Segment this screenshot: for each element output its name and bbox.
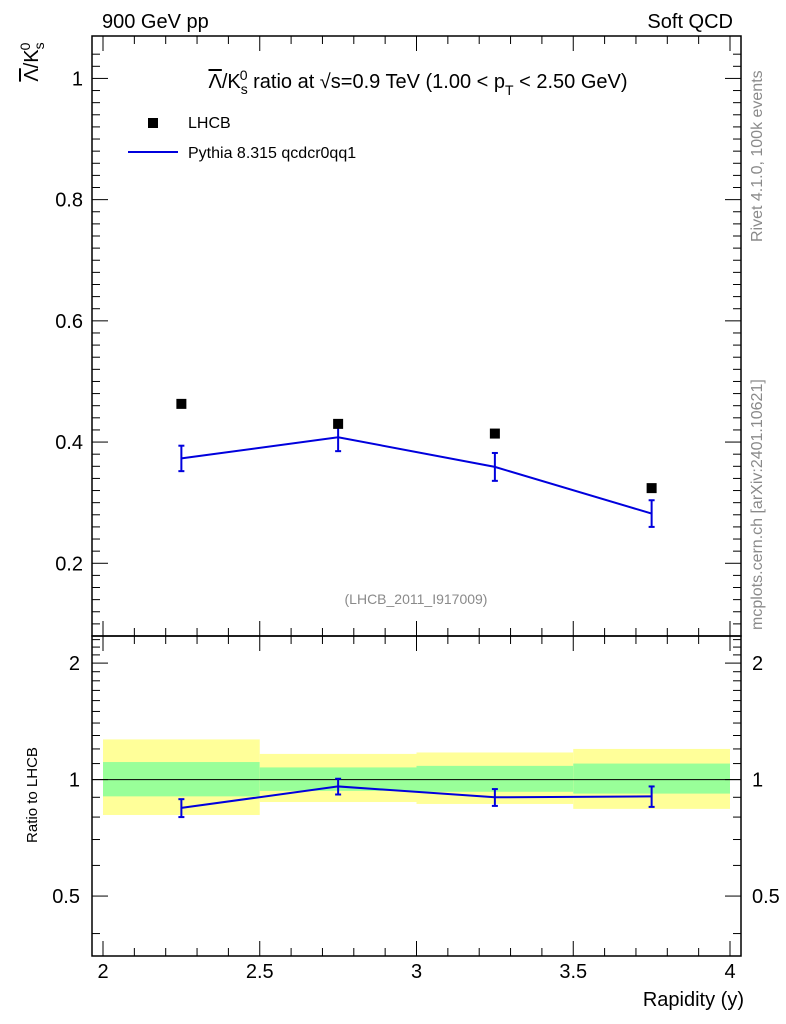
header-left: 900 GeV pp (102, 11, 209, 33)
ratio-y-tick-label-left: 0.5 (52, 886, 80, 908)
legend-mc-label: Pythia 8.315 qcdcr0qq1 (188, 145, 356, 162)
ratio-ylabel: Ratio to LHCB (24, 747, 41, 843)
legend-data-marker (148, 118, 158, 128)
site-label: mcplots.cern.ch [arXiv:2401.10621] (749, 379, 766, 630)
data-point (489, 428, 500, 439)
chart-title: Λ/Ks0 ratio at √s=0.9 TeV (1.00 < pT < 2… (208, 67, 627, 98)
data-point (646, 483, 657, 494)
ratio-y-tick-label-left: 2 (69, 653, 80, 675)
x-tick-label: 4 (724, 961, 735, 983)
y-tick-label: 0.4 (55, 432, 83, 454)
legend-data-label: LHCB (188, 115, 231, 132)
x-tick-label: 3 (411, 961, 422, 983)
data-point (333, 418, 344, 429)
y-tick-label: 0.8 (55, 190, 83, 212)
y-tick-label: 1 (72, 68, 83, 90)
x-tick-label: 2.5 (246, 961, 274, 983)
analysis-id: (LHCB_2011_I917009) (345, 591, 488, 607)
ratio-y-tick-label-right: 0.5 (752, 886, 780, 908)
header-right: Soft QCD (647, 11, 733, 33)
rivet-label: Rivet 4.1.0, 100k events (749, 70, 766, 242)
ratio-y-tick-label-right: 2 (752, 653, 763, 675)
band-inner-2 (416, 765, 574, 792)
x-tick-label: 3.5 (559, 961, 587, 983)
ratio-y-tick-label-left: 1 (69, 770, 80, 792)
y-tick-label: 0.6 (55, 311, 83, 333)
y-tick-label: 0.2 (55, 553, 83, 575)
data-point (176, 398, 187, 409)
ratio-mc-line (181, 785, 652, 809)
main-ylabel: Λ/Ks0 (17, 42, 47, 81)
x-tick-label: 2 (97, 961, 108, 983)
x-axis-label: Rapidity (y) (643, 989, 744, 1011)
ratio-y-tick-label-right: 1 (752, 770, 763, 792)
mc-line (181, 436, 652, 515)
